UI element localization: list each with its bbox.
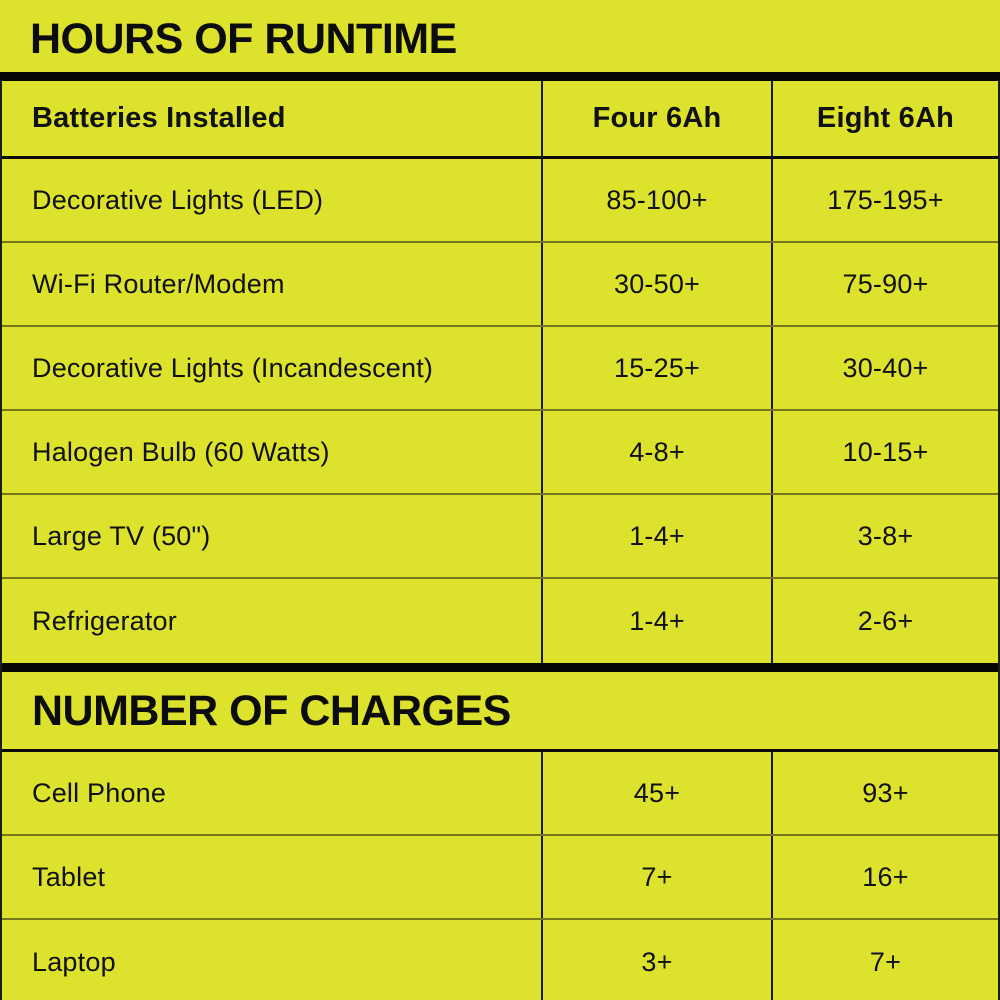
row-label: Large TV (50") (32, 520, 211, 551)
charges-value-eight-6ah: 7+ (771, 920, 998, 1000)
section-title-number-of-charges: NUMBER OF CHARGES (2, 672, 998, 752)
runtime-value-four-6ah: 1-4+ (541, 579, 771, 663)
column-header-four-6ah: Four 6Ah (541, 81, 771, 156)
runtime-value-eight-6ah: 30-40+ (771, 327, 998, 409)
section-title-hours-of-runtime: HOURS OF RUNTIME (30, 14, 457, 63)
charges-value-four-6ah: 45+ (541, 752, 771, 834)
row-label: Cell Phone (32, 777, 167, 808)
runtime-tables: Batteries Installed Four 6Ah Eight 6Ah D… (0, 81, 1000, 1000)
table-row: Refrigerator 1-4+ 2-6+ (2, 579, 998, 663)
runtime-value-four-6ah: 4-8+ (541, 411, 771, 493)
runtime-value-four-6ah: 15-25+ (541, 327, 771, 409)
divider-thick-top (0, 72, 1000, 81)
row-label: Laptop (32, 946, 116, 977)
runtime-value-eight-6ah: 2-6+ (771, 579, 998, 663)
runtime-value-eight-6ah: 75-90+ (771, 243, 998, 325)
column-header-eight-6ah: Eight 6Ah (771, 81, 998, 156)
row-label: Wi-Fi Router/Modem (32, 268, 285, 299)
table-row: Laptop 3+ 7+ (2, 920, 998, 1000)
column-header-batteries-installed: Batteries Installed (32, 102, 286, 134)
charges-value-eight-6ah: 93+ (771, 752, 998, 834)
row-label: Halogen Bulb (60 Watts) (32, 436, 330, 467)
row-label: Decorative Lights (Incandescent) (32, 352, 434, 383)
table-row: Tablet 7+ 16+ (2, 836, 998, 920)
row-label: Tablet (32, 861, 106, 892)
runtime-value-eight-6ah: 10-15+ (771, 411, 998, 493)
runtime-value-four-6ah: 85-100+ (541, 159, 771, 241)
runtime-value-eight-6ah: 175-195+ (771, 159, 998, 241)
runtime-value-four-6ah: 1-4+ (541, 495, 771, 577)
charges-value-four-6ah: 3+ (541, 920, 771, 1000)
table-row: Decorative Lights (LED) 85-100+ 175-195+ (2, 159, 998, 243)
row-label: Decorative Lights (LED) (32, 184, 324, 215)
table-row: Large TV (50") 1-4+ 3-8+ (2, 495, 998, 579)
table-row: Halogen Bulb (60 Watts) 4-8+ 10-15+ (2, 411, 998, 495)
charges-value-eight-6ah: 16+ (771, 836, 998, 918)
runtime-value-four-6ah: 30-50+ (541, 243, 771, 325)
table-header-row: Batteries Installed Four 6Ah Eight 6Ah (2, 81, 998, 159)
table-row: Wi-Fi Router/Modem 30-50+ 75-90+ (2, 243, 998, 327)
runtime-value-eight-6ah: 3-8+ (771, 495, 998, 577)
row-label: Refrigerator (32, 605, 177, 636)
divider-thick-middle (2, 663, 998, 672)
table-row: Decorative Lights (Incandescent) 15-25+ … (2, 327, 998, 411)
charges-value-four-6ah: 7+ (541, 836, 771, 918)
table-row: Cell Phone 45+ 93+ (2, 752, 998, 836)
